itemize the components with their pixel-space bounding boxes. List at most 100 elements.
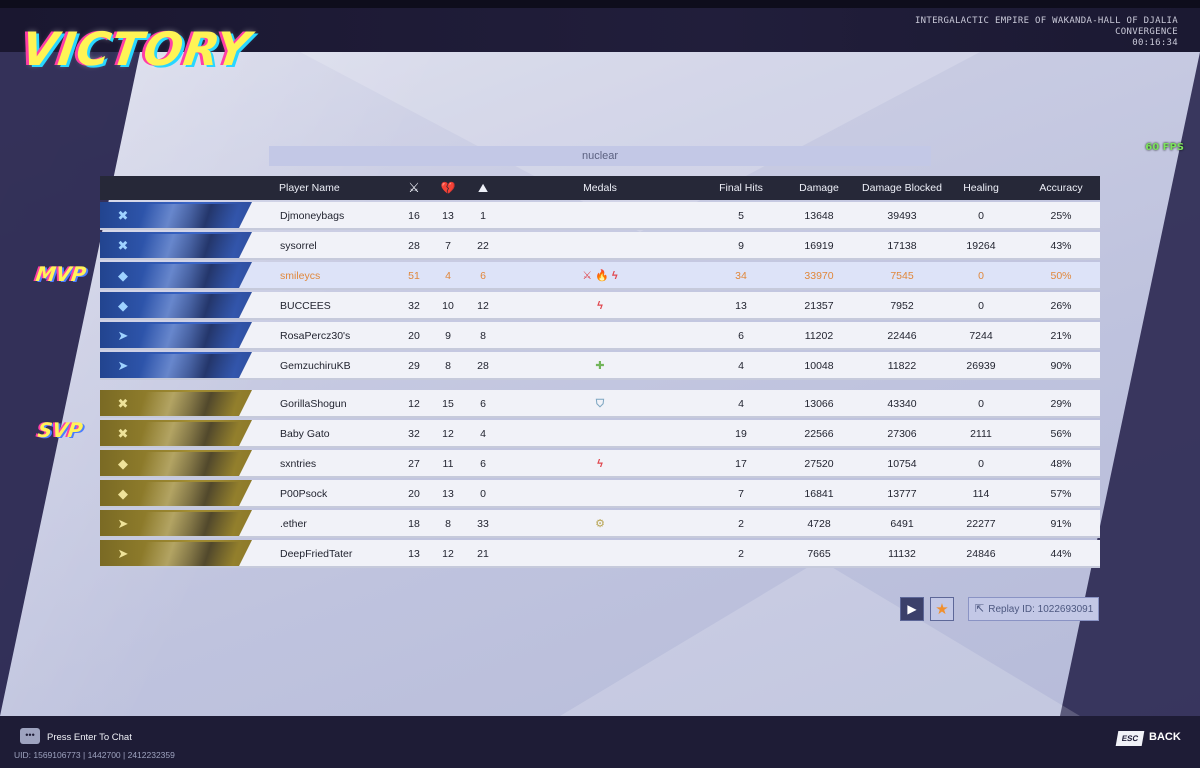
hero-portrait: ◆ xyxy=(100,292,252,318)
player-row[interactable]: ✖ Djmoneybags 16 13 1 5 13648 39493 0 25% xyxy=(100,202,1100,230)
player-name[interactable]: P00Psock xyxy=(280,488,328,500)
replay-id-button[interactable]: ⇱ Replay ID: 1022693091 xyxy=(968,597,1099,621)
damage-blocked: 11822 xyxy=(887,360,917,372)
hero-portrait: ✖ xyxy=(100,420,252,446)
accuracy: 43% xyxy=(1050,240,1072,252)
assists: 22 xyxy=(477,240,489,252)
damage-blocked: 7545 xyxy=(890,270,914,282)
team2-rows: ✖ GorillaShogun 12 15 6 ⛉ 4 13066 43340 0 29% ✖ Baby… xyxy=(100,390,1100,568)
vanguard-icon: ✖ xyxy=(117,238,129,253)
kills: 20 xyxy=(408,488,420,500)
player-name[interactable]: Baby Gato xyxy=(280,428,330,440)
portrait-edge xyxy=(238,540,252,566)
medals[interactable]: ϟ xyxy=(597,458,603,470)
player-name[interactable]: DeepFriedTater xyxy=(280,548,353,560)
player-row[interactable]: ◆ P00Psock 20 13 0 7 16841 13777 114 57% xyxy=(100,480,1100,508)
assists: 12 xyxy=(477,300,489,312)
healing: 0 xyxy=(978,398,984,410)
background-shape-bottom xyxy=(560,560,1080,716)
hero-image xyxy=(138,482,240,506)
medals[interactable]: ⚔ 🔥 ϟ xyxy=(582,270,618,282)
healing: 0 xyxy=(978,458,984,470)
kills: 16 xyxy=(408,210,420,222)
hero-image xyxy=(138,204,240,228)
hero-portrait: ✖ xyxy=(100,232,252,258)
player-row[interactable]: ✖ Baby Gato 32 12 4 19 22566 27306 2111 56% xyxy=(100,420,1100,448)
medals[interactable]: ϟ xyxy=(597,300,603,312)
duelist-icon: ◆ xyxy=(118,268,128,283)
duelist-icon: ◆ xyxy=(118,456,128,471)
hero-portrait: ➤ xyxy=(100,322,252,348)
player-name[interactable]: smileycs xyxy=(280,270,321,282)
kills: 18 xyxy=(408,518,420,530)
final-hits: 6 xyxy=(738,330,744,342)
final-hits: 13 xyxy=(735,300,747,312)
player-row[interactable]: ➤ GemzuchiruKB 29 8 28 ✚ 4 10048 11822 26939 90% xyxy=(100,352,1100,380)
team-name: nuclear xyxy=(269,146,931,166)
portrait-edge xyxy=(238,322,252,348)
final-hits: 34 xyxy=(735,270,747,282)
hero-image xyxy=(138,234,240,258)
portrait-edge xyxy=(238,262,252,288)
play-icon: ▶ xyxy=(907,602,917,616)
player-name[interactable]: GorillaShogun xyxy=(280,398,347,410)
deaths: 4 xyxy=(445,270,451,282)
player-row[interactable]: ◆ sxntries 27 11 6 ϟ 17 27520 10754 0 48% xyxy=(100,450,1100,478)
player-row[interactable]: ◆ BUCCEES 32 10 12 ϟ 13 21357 7952 0 26% xyxy=(100,292,1100,320)
col-healing: Healing xyxy=(963,182,999,194)
portrait-edge xyxy=(238,390,252,416)
player-name[interactable]: Djmoneybags xyxy=(280,210,345,222)
portrait-edge xyxy=(238,202,252,228)
strategist-icon: ➤ xyxy=(117,516,129,531)
assists: 6 xyxy=(480,398,486,410)
medals[interactable]: ⛉ xyxy=(595,398,605,410)
damage-blocked: 11132 xyxy=(888,548,916,560)
hero-portrait: ◆ xyxy=(100,450,252,476)
assists: 4 xyxy=(480,428,486,440)
player-name[interactable]: sysorrel xyxy=(280,240,317,252)
hero-image xyxy=(138,422,240,446)
play-replay-button[interactable]: ▶ xyxy=(900,597,924,621)
portrait-edge xyxy=(238,292,252,318)
kills-icon: ⚔ xyxy=(408,180,420,195)
damage-blocked: 39493 xyxy=(887,210,917,222)
kills: 20 xyxy=(408,330,420,342)
damage-blocked: 7952 xyxy=(890,300,914,312)
player-row[interactable]: ◆ smileycs 51 4 6 ⚔ 🔥 ϟ 34 33970 7545 0 50% xyxy=(100,262,1100,290)
mvp-tag: MVP xyxy=(34,262,88,286)
player-name[interactable]: GemzuchiruKB xyxy=(280,360,351,372)
accuracy: 91% xyxy=(1050,518,1072,530)
damage-blocked: 43340 xyxy=(887,398,917,410)
assists: 6 xyxy=(480,270,486,282)
back-button[interactable]: BACK xyxy=(1149,731,1181,743)
player-name[interactable]: sxntries xyxy=(280,458,317,470)
hero-portrait: ◆ xyxy=(100,480,252,506)
final-hits: 2 xyxy=(738,518,744,530)
vanguard-icon: ✖ xyxy=(117,396,129,411)
player-row[interactable]: ➤ DeepFriedTater 13 12 21 2 7665 11132 24846 44% xyxy=(100,540,1100,568)
col-accuracy: Accuracy xyxy=(1039,182,1083,194)
healing: 26939 xyxy=(966,360,996,372)
medals[interactable]: ⚙ xyxy=(595,518,605,530)
player-name[interactable]: BUCCEES xyxy=(280,300,331,312)
deaths: 13 xyxy=(442,210,454,222)
duelist-icon: ◆ xyxy=(118,298,128,313)
player-row[interactable]: ✖ GorillaShogun 12 15 6 ⛉ 4 13066 43340 0 29% xyxy=(100,390,1100,418)
player-row[interactable]: ➤ RosaPercz30's 20 9 8 6 11202 22446 7244 21% xyxy=(100,322,1100,350)
hero-portrait: ➤ xyxy=(100,510,252,536)
player-name[interactable]: RosaPercz30's xyxy=(280,330,351,342)
medals[interactable]: ✚ xyxy=(595,360,605,372)
chat-prompt[interactable]: Press Enter To Chat xyxy=(47,732,132,743)
assists: 21 xyxy=(477,548,489,560)
player-name[interactable]: .ether xyxy=(280,518,307,530)
accuracy: 26% xyxy=(1050,300,1072,312)
player-row[interactable]: ✖ sysorrel 28 7 22 9 16919 17138 19264 43% xyxy=(100,232,1100,260)
deaths: 12 xyxy=(442,548,454,560)
portrait-edge xyxy=(238,510,252,536)
accuracy: 90% xyxy=(1050,360,1072,372)
final-hits: 2 xyxy=(738,548,744,560)
hero-image xyxy=(138,354,240,378)
player-row[interactable]: ➤ .ether 18 8 33 ⚙ 2 4728 6491 22277 91% xyxy=(100,510,1100,538)
assists: 33 xyxy=(477,518,489,530)
favorite-button[interactable]: ★ xyxy=(930,597,954,621)
